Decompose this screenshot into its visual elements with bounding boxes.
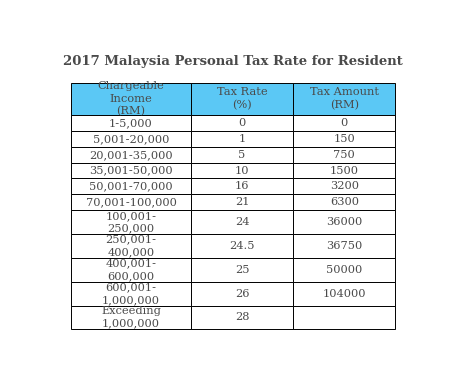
Text: 100,001-
250,000: 100,001- 250,000 — [106, 211, 157, 233]
Text: 50000: 50000 — [326, 265, 363, 275]
Bar — [191, 115, 293, 131]
Bar — [191, 194, 293, 210]
Bar — [191, 147, 293, 163]
Bar — [293, 115, 395, 131]
Bar — [293, 147, 395, 163]
Text: 26: 26 — [235, 289, 249, 298]
Bar — [293, 258, 395, 282]
Bar — [71, 131, 191, 147]
Text: 0: 0 — [238, 118, 246, 128]
Text: 70,001-100,000: 70,001-100,000 — [86, 197, 177, 207]
Text: 150: 150 — [334, 134, 355, 144]
Text: 24: 24 — [235, 217, 249, 227]
Text: 36000: 36000 — [326, 217, 363, 227]
Text: 20,001-35,000: 20,001-35,000 — [89, 150, 173, 160]
Text: Chargeable
Income
(RM): Chargeable Income (RM) — [98, 81, 164, 117]
Text: Tax Rate
(%): Tax Rate (%) — [217, 87, 268, 110]
Bar — [71, 306, 191, 329]
Text: 1: 1 — [238, 134, 246, 144]
Bar — [293, 131, 395, 147]
Bar — [191, 163, 293, 178]
Text: 24.5: 24.5 — [229, 241, 255, 251]
Bar — [71, 234, 191, 258]
Text: 250,001-
400,000: 250,001- 400,000 — [106, 235, 157, 257]
Text: 0: 0 — [341, 118, 348, 128]
Bar — [293, 306, 395, 329]
Text: 1500: 1500 — [330, 166, 359, 176]
Text: 28: 28 — [235, 312, 249, 322]
Text: Exceeding
1,000,000: Exceeding 1,000,000 — [101, 306, 161, 329]
Bar — [293, 234, 395, 258]
Bar — [293, 194, 395, 210]
Text: 3200: 3200 — [330, 182, 359, 191]
Text: 35,001-50,000: 35,001-50,000 — [89, 166, 173, 176]
Bar — [191, 210, 293, 234]
Text: 21: 21 — [235, 197, 249, 207]
Bar — [191, 131, 293, 147]
Text: 16: 16 — [235, 182, 249, 191]
Bar — [191, 306, 293, 329]
Text: 10: 10 — [235, 166, 249, 176]
Bar — [191, 258, 293, 282]
Bar — [71, 210, 191, 234]
Text: 600,001-
1,000,000: 600,001- 1,000,000 — [102, 282, 160, 305]
Bar — [191, 234, 293, 258]
Text: 50,001-70,000: 50,001-70,000 — [89, 182, 173, 191]
Text: Tax Amount
(RM): Tax Amount (RM) — [310, 87, 379, 110]
Text: 5: 5 — [238, 150, 246, 160]
Bar — [293, 282, 395, 306]
Bar — [71, 194, 191, 210]
Bar — [71, 178, 191, 194]
Bar — [293, 210, 395, 234]
Bar — [71, 163, 191, 178]
Text: 104000: 104000 — [323, 289, 366, 298]
Bar — [191, 178, 293, 194]
Text: 1-5,000: 1-5,000 — [109, 118, 153, 128]
Bar — [293, 178, 395, 194]
Text: 2017 Malaysia Personal Tax Rate for Resident: 2017 Malaysia Personal Tax Rate for Resi… — [63, 55, 403, 68]
Bar — [293, 163, 395, 178]
Text: 5,001-20,000: 5,001-20,000 — [93, 134, 169, 144]
Text: 750: 750 — [334, 150, 355, 160]
Text: 400,001-
600,000: 400,001- 600,000 — [106, 259, 157, 281]
Bar — [71, 282, 191, 306]
Bar — [71, 147, 191, 163]
Bar — [71, 258, 191, 282]
Bar — [71, 115, 191, 131]
Bar — [191, 82, 293, 115]
Text: 25: 25 — [235, 265, 249, 275]
Bar — [191, 282, 293, 306]
Text: 6300: 6300 — [330, 197, 359, 207]
Bar — [293, 82, 395, 115]
Text: 36750: 36750 — [326, 241, 363, 251]
Bar — [71, 82, 191, 115]
